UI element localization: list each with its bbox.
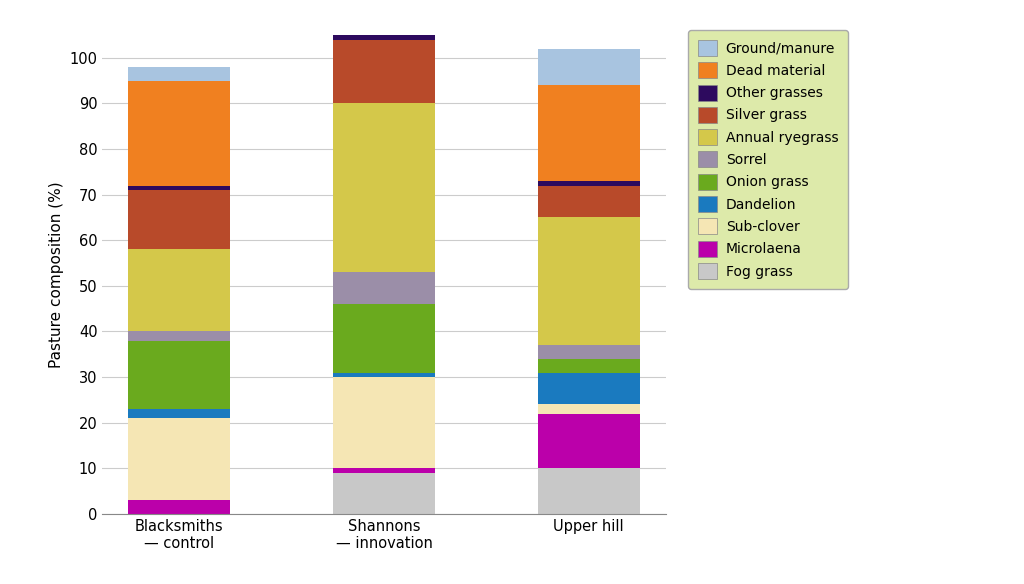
Bar <box>333 473 435 514</box>
Bar <box>333 304 435 373</box>
Bar <box>128 249 230 332</box>
Bar <box>333 468 435 473</box>
Bar <box>333 0 435 17</box>
Bar <box>128 409 230 418</box>
Legend: Ground/manure, Dead material, Other grasses, Silver grass, Annual ryegrass, Sorr: Ground/manure, Dead material, Other gras… <box>688 30 848 288</box>
Bar <box>128 67 230 81</box>
Bar <box>538 345 640 359</box>
Bar <box>538 181 640 186</box>
Bar <box>128 332 230 340</box>
Bar <box>128 81 230 186</box>
Bar <box>538 48 640 85</box>
Bar <box>538 405 640 413</box>
Bar <box>538 186 640 217</box>
Y-axis label: Pasture composition (%): Pasture composition (%) <box>49 181 63 368</box>
Bar <box>128 340 230 409</box>
Bar <box>538 373 640 405</box>
Bar <box>128 418 230 500</box>
Bar <box>128 500 230 514</box>
Bar <box>538 217 640 345</box>
Bar <box>128 190 230 249</box>
Bar <box>538 468 640 514</box>
Bar <box>538 359 640 373</box>
Bar <box>333 272 435 304</box>
Bar <box>333 377 435 468</box>
Bar <box>333 103 435 272</box>
Bar <box>538 85 640 181</box>
Bar <box>128 186 230 190</box>
Bar <box>333 17 435 40</box>
Bar <box>333 373 435 377</box>
Bar <box>333 40 435 103</box>
Bar <box>538 413 640 468</box>
